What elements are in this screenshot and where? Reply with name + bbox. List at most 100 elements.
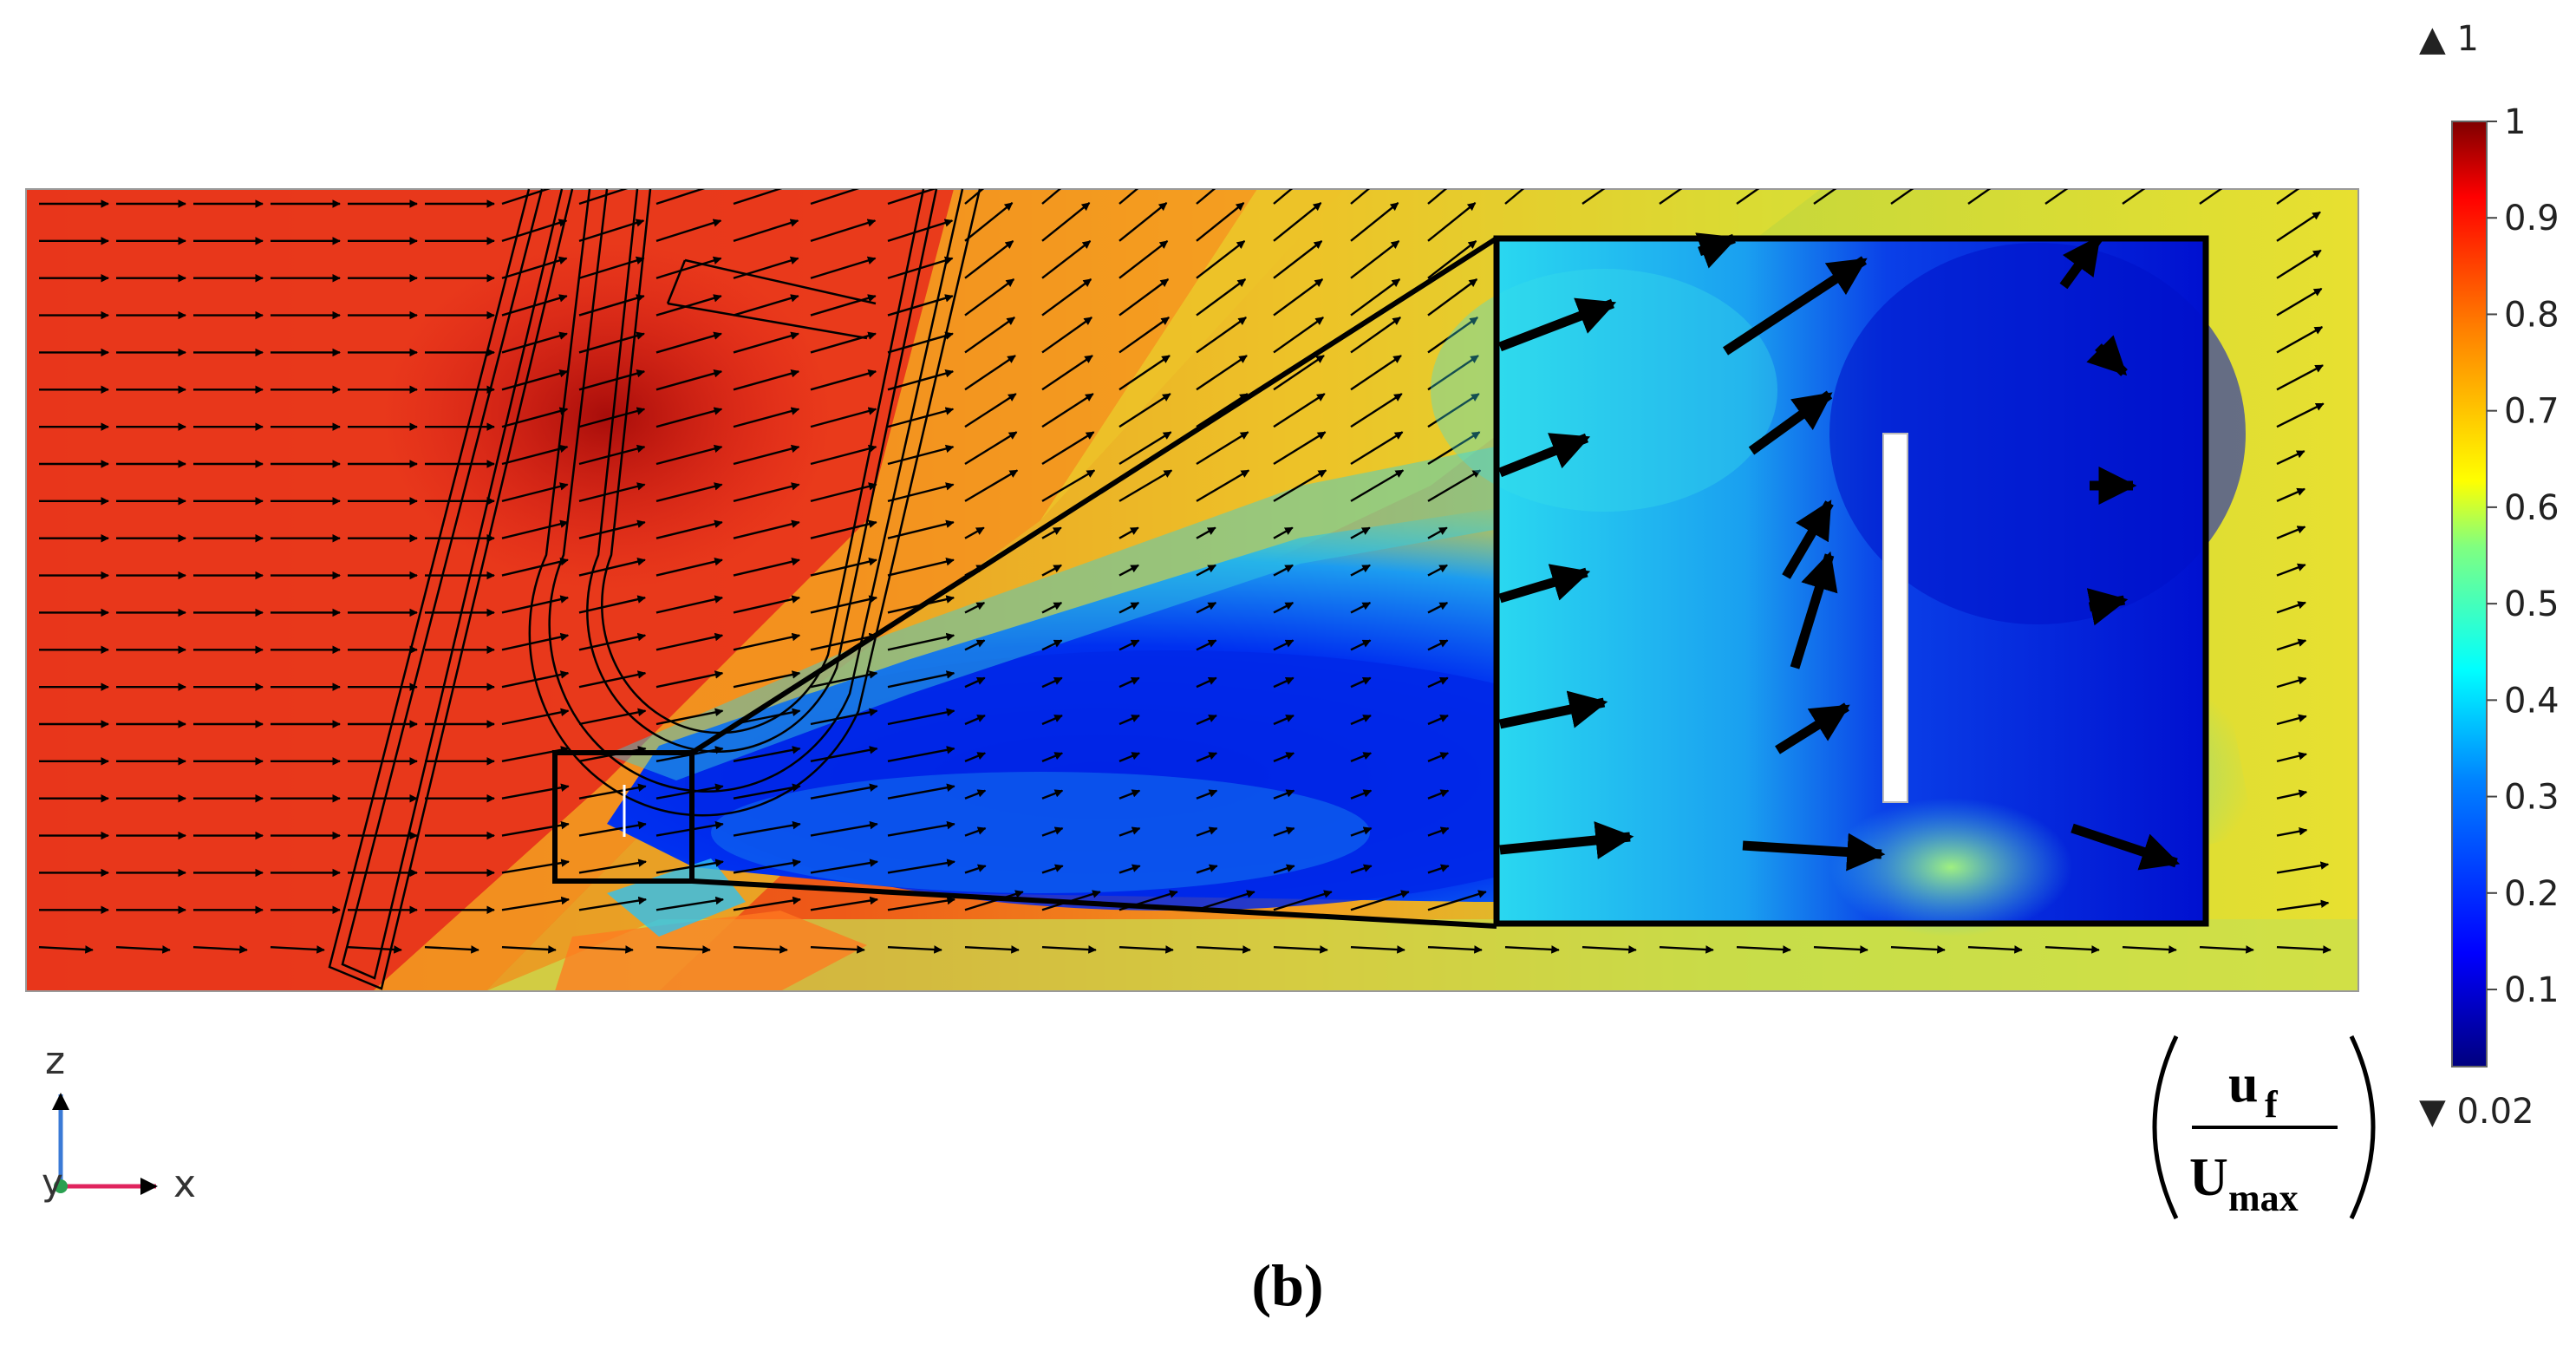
- vector-arrow: [733, 294, 799, 317]
- vector-arrow: [887, 632, 955, 651]
- vector-arrow: [2276, 249, 2322, 279]
- vector-arrow: [964, 202, 1014, 242]
- vector-arrow: [1041, 752, 1064, 762]
- vector-arrow: [810, 820, 878, 837]
- vector-arrow: [1427, 789, 1450, 800]
- vector-arrow: [578, 189, 645, 206]
- vector-arrow: [1427, 393, 1480, 428]
- vector-arrow: [1041, 945, 1097, 954]
- vector-arrow: [887, 331, 954, 354]
- inset-vector-arrow: [1497, 433, 1591, 478]
- vector-arrow: [1118, 864, 1141, 874]
- vector-arrow: [810, 256, 877, 279]
- vector-arrow: [655, 632, 724, 651]
- vector-arrow: [424, 945, 479, 954]
- vector-arrow: [1118, 602, 1140, 614]
- velocity-vectors: [38, 189, 2331, 954]
- inset-vector-arrow: [1498, 297, 1617, 352]
- vector-arrow: [192, 945, 248, 954]
- vector-arrow: [1427, 676, 1449, 689]
- vector-arrow: [1041, 826, 1064, 837]
- vector-arrow: [810, 444, 877, 466]
- vector-arrow: [655, 896, 724, 911]
- vector-arrow: [1273, 676, 1295, 689]
- vector-arrow: [964, 189, 985, 205]
- quantity-denominator: U: [2189, 1148, 2228, 1207]
- vector-arrow: [655, 294, 722, 317]
- colorbar-tick-label: 0.8: [2504, 295, 2560, 335]
- vector-arrow: [1041, 431, 1095, 466]
- vector-arrow: [1350, 393, 1403, 428]
- vector-arrow: [1350, 676, 1372, 689]
- vector-arrow: [1427, 714, 1449, 726]
- vector-arrow: [733, 670, 801, 689]
- vector-arrow: [1118, 945, 1174, 954]
- vector-arrow: [2122, 945, 2177, 954]
- vector-arrow: [1350, 317, 1401, 354]
- inset-vector-arrow: [1742, 832, 1886, 872]
- vector-arrow: [1350, 355, 1402, 391]
- vector-arrow: [964, 278, 1015, 317]
- vector-arrow: [1118, 240, 1169, 279]
- colorbar-tick-label: 0.3: [2504, 778, 2560, 818]
- vector-arrow: [501, 407, 569, 428]
- vector-arrow: [733, 595, 801, 614]
- vector-arrow: [1196, 240, 1246, 279]
- vector-arrow: [578, 632, 647, 651]
- vector-arrow: [501, 859, 570, 874]
- vector-arrow: [1427, 355, 1479, 391]
- vector-arrow: [578, 896, 647, 911]
- vector-arrow: [655, 369, 723, 391]
- vector-arrow: [964, 469, 1019, 502]
- vector-arrow: [1350, 526, 1371, 539]
- vector-arrow: [2276, 326, 2324, 354]
- vector-arrow: [1273, 864, 1295, 874]
- vector-arrow: [887, 407, 955, 428]
- vector-arrow: [1350, 202, 1399, 242]
- vector-arrow: [1118, 564, 1139, 577]
- vector-arrow: [501, 708, 570, 726]
- vector-arrow: [501, 558, 569, 577]
- vector-arrow: [810, 369, 877, 391]
- vector-arrow: [1890, 945, 1946, 954]
- vector-arrow: [1196, 826, 1218, 837]
- vector-arrow: [964, 317, 1015, 354]
- vector-arrow: [1273, 189, 1294, 205]
- vector-arrow: [1196, 526, 1216, 539]
- vector-arrow: [1118, 393, 1171, 428]
- vector-arrow: [1273, 564, 1294, 577]
- vector-arrow: [1427, 752, 1450, 762]
- vector-arrow: [733, 189, 799, 206]
- vector-arrow: [1041, 864, 1064, 874]
- vector-arrow: [1273, 469, 1327, 502]
- vector-arrow: [578, 369, 646, 391]
- vector-arrow: [1196, 639, 1217, 651]
- vector-arrow: [733, 444, 800, 466]
- vector-arrow: [578, 945, 634, 954]
- vector-arrow: [887, 189, 954, 206]
- vector-arrow: [733, 219, 799, 243]
- vector-arrow: [1196, 189, 1216, 205]
- vector-arrow: [501, 219, 568, 243]
- colorbar-ticks: 1 0.9 0.8 0.7 0.6 0.5 0.4 0.3 0.2 0.1: [2487, 102, 2560, 1010]
- vector-arrow: [1196, 431, 1249, 466]
- vector-arrow: [578, 444, 646, 466]
- vector-arrow: [655, 407, 723, 428]
- vector-arrow: [1427, 469, 1482, 502]
- vector-arrow: [347, 945, 402, 954]
- vector-arrow: [655, 519, 723, 539]
- vector-arrow: [964, 752, 987, 762]
- vector-arrow: [1118, 431, 1172, 466]
- vector-arrow: [1041, 526, 1062, 539]
- vector-arrow: [1041, 714, 1063, 726]
- vector-arrow: [1350, 431, 1404, 466]
- vector-arrow: [810, 632, 878, 651]
- vector-arrow: [1118, 355, 1171, 391]
- vector-arrow: [733, 820, 801, 837]
- vector-arrow: [1041, 469, 1096, 502]
- vector-arrow: [887, 820, 955, 837]
- vector-arrow: [2276, 945, 2331, 954]
- vector-arrow: [887, 708, 955, 726]
- vector-arrow: [2276, 826, 2308, 837]
- colorbar-tick-label: 0.4: [2504, 681, 2560, 721]
